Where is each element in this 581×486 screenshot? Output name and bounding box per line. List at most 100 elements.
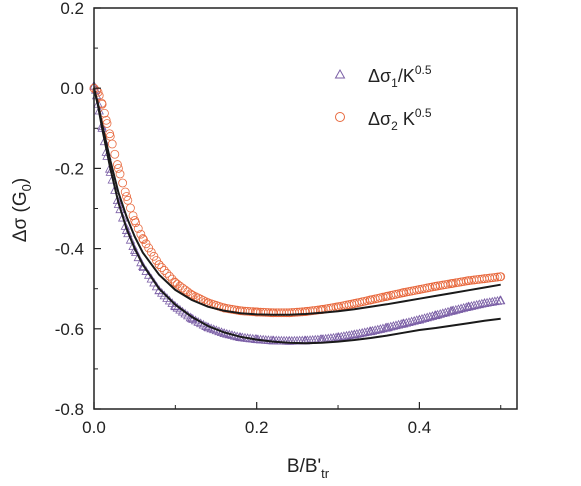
data-point-triangle [435, 308, 445, 318]
data-point-circle [133, 224, 143, 233]
data-point-triangle [117, 212, 128, 222]
data-point-triangle [388, 321, 399, 330]
legend-label-1: Δσ1/K0.5 [368, 63, 432, 90]
data-point-circle [120, 187, 130, 197]
legend-marker-circle [335, 112, 345, 122]
data-point-triangle [334, 332, 344, 341]
data-point-triangle [414, 314, 425, 324]
y-tick-label: 0.2 [60, 0, 84, 18]
data-point-triangle [128, 241, 138, 250]
data-point-circle [136, 229, 146, 239]
data-point-circle [167, 274, 177, 284]
data-point-triangle [380, 322, 391, 332]
data-point-triangle [341, 330, 352, 340]
data-point-triangle [406, 316, 417, 326]
data-point-triangle [461, 302, 471, 312]
data-point-circle [159, 266, 169, 275]
data-point-triangle [448, 305, 458, 315]
data-point-triangle [349, 329, 359, 339]
x-tick-label: 0.4 [408, 418, 432, 437]
data-point-triangle [133, 252, 143, 262]
data-point-circle [493, 272, 502, 282]
data-point-circle [131, 218, 141, 228]
data-point-circle [490, 272, 500, 282]
data-point-triangle [432, 309, 443, 319]
data-point-triangle [399, 318, 409, 328]
data-point-triangle [412, 315, 422, 325]
data-point-triangle [336, 331, 346, 341]
data-point-circle [100, 108, 109, 118]
data-point-triangle [445, 306, 456, 315]
legend-entry-2: Δσ2 K0.5 [335, 106, 432, 133]
data-point-circle [107, 139, 117, 149]
data-point-triangle [471, 299, 482, 309]
x-tick-label: 0.0 [82, 418, 106, 437]
data-point-triangle [370, 325, 380, 334]
data-point-triangle [112, 195, 123, 205]
data-point-triangle [419, 313, 430, 322]
data-point-circle [165, 271, 174, 281]
data-point-circle [126, 203, 135, 213]
data-point-circle [157, 263, 167, 272]
data-point-triangle [115, 204, 125, 214]
data-point-circle [185, 289, 195, 299]
data-point-triangle [443, 306, 453, 316]
data-point-triangle [339, 331, 349, 341]
data-point-circle [110, 149, 120, 159]
data-point-triangle [401, 317, 412, 327]
data-point-triangle [422, 312, 432, 322]
data-point-triangle [365, 326, 375, 336]
data-point-triangle [495, 295, 505, 305]
data-point-circle [114, 163, 123, 173]
y-axis-label-sub: 0 [19, 184, 34, 191]
fit-line-1 [93, 87, 501, 345]
data-point-triangle [123, 228, 133, 238]
data-point-triangle [373, 324, 383, 334]
data-point-triangle [479, 298, 490, 307]
data-point-triangle [425, 311, 435, 321]
x-tick-label: 0.2 [245, 418, 269, 437]
data-point-circle [130, 216, 140, 225]
data-point-triangle [440, 307, 451, 317]
data-point-triangle [344, 330, 354, 340]
data-point-triangle [383, 322, 393, 332]
data-point-circle [118, 178, 128, 188]
data-point-circle [495, 272, 505, 282]
data-point-triangle [362, 326, 372, 336]
y-axis-label-tail: ) [10, 178, 31, 184]
data-point-triangle [375, 324, 386, 333]
data-point-triangle [474, 299, 484, 309]
data-point-circle [138, 234, 148, 243]
data-point-triangle [430, 310, 440, 320]
legend-label-2: Δσ2 K0.5 [368, 106, 432, 133]
y-axis-label-main: Δσ (G [10, 191, 31, 242]
data-point-triangle [485, 297, 495, 307]
axes: 0.0 0.2 0.4 0.2 0.0 -0.2 -0.4 -0.6 -0.8 [55, 0, 502, 437]
data-point-triangle [451, 304, 461, 314]
data-point-triangle [136, 257, 146, 267]
data-point-triangle [352, 328, 362, 338]
x-axis-label-sub: tr [321, 466, 330, 481]
legend-entry-1: Δσ1/K0.5 [334, 63, 432, 90]
data-point-triangle [492, 295, 503, 305]
x-axis-label-main: B/B' [287, 456, 321, 477]
fit-line-2 [93, 87, 501, 316]
data-point-triangle [417, 313, 427, 323]
data-point-triangle [458, 302, 469, 312]
data-point-circle [122, 192, 131, 201]
y-tick-label: -0.8 [55, 400, 84, 419]
data-point-triangle [427, 311, 438, 320]
data-point-circle [102, 119, 112, 128]
data-point-triangle [354, 328, 365, 338]
data-point-triangle [396, 319, 406, 328]
y-tick-label: 0.0 [60, 79, 84, 98]
legend-marker-triangle [334, 68, 346, 79]
data-point-triangle [357, 327, 367, 337]
x-axis-label: B/B'tr [287, 456, 330, 481]
data-point-triangle [360, 327, 370, 337]
data-point-triangle [391, 320, 401, 330]
plot-area [89, 80, 506, 345]
y-tick-label: -0.2 [55, 159, 84, 178]
data-point-triangle [393, 319, 404, 329]
